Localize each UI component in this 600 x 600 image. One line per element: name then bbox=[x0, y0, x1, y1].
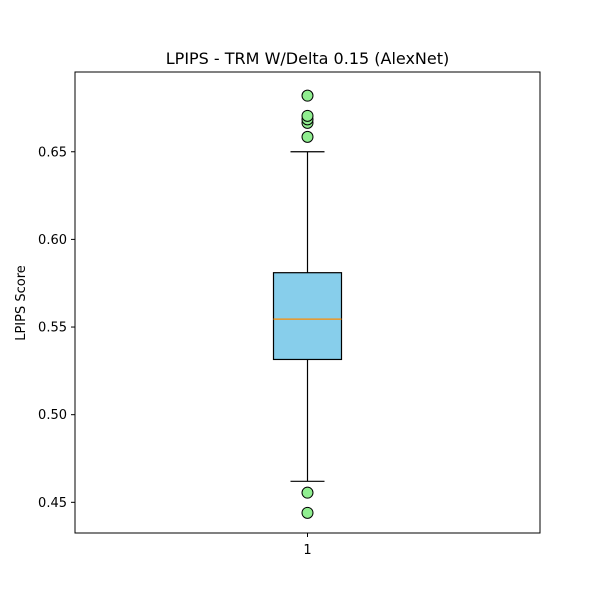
x-tick-label: 1 bbox=[303, 543, 311, 558]
y-tick-label: 0.45 bbox=[38, 496, 67, 511]
iqr-box bbox=[272, 272, 343, 361]
outlier-point bbox=[301, 109, 314, 122]
outlier-point bbox=[301, 89, 314, 102]
outlier-point bbox=[301, 130, 314, 143]
y-tick-label: 0.50 bbox=[38, 408, 67, 423]
y-tick-label: 0.60 bbox=[38, 233, 67, 248]
outlier-point bbox=[301, 506, 314, 519]
chart-axes: 0.45 0.50 0.55 0.60 0.65 1 bbox=[38, 145, 312, 558]
y-axis-label: LPIPS Score bbox=[14, 265, 29, 341]
y-tick-label: 0.55 bbox=[38, 321, 67, 336]
y-tick-label: 0.65 bbox=[38, 145, 67, 160]
chart-marks bbox=[272, 89, 343, 519]
outlier-point bbox=[301, 486, 314, 499]
chart-title: LPIPS - TRM W/Delta 0.15 (AlexNet) bbox=[166, 49, 450, 68]
